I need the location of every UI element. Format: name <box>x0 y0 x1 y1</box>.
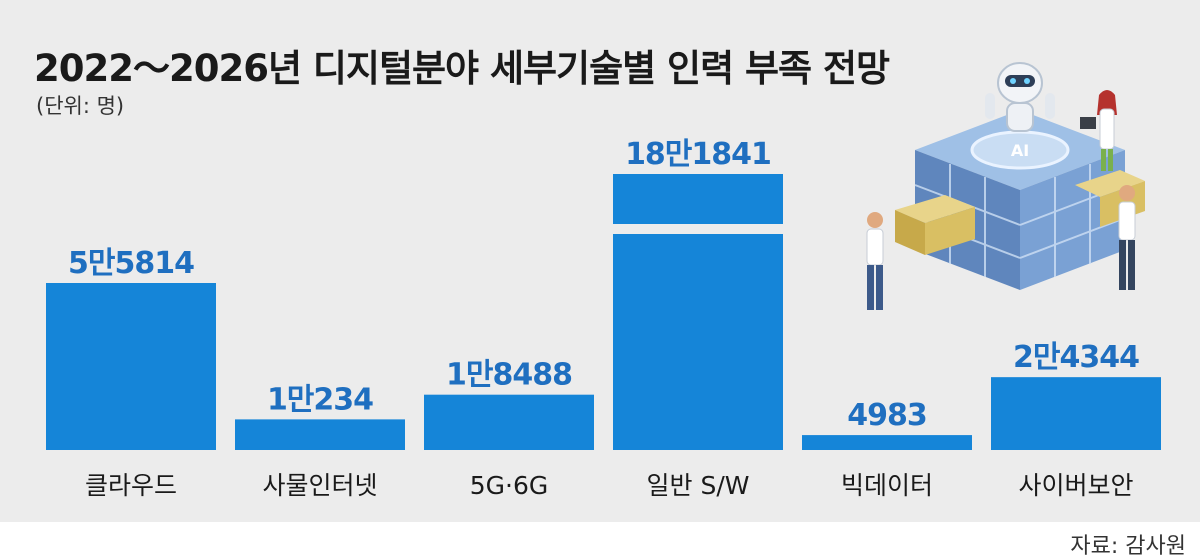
value-label-5: 2만4344 <box>1013 340 1139 375</box>
svg-text:AI: AI <box>1011 141 1029 160</box>
robot-icon <box>985 62 1055 132</box>
category-label-5: 사이버보안 <box>1018 471 1133 500</box>
bar-3 <box>613 174 783 450</box>
value-label-1: 1만234 <box>267 382 373 417</box>
person-left-icon <box>866 212 884 310</box>
bar-0 <box>46 283 216 450</box>
bar-1 <box>235 419 405 450</box>
category-label-2: 5G·6G <box>470 471 549 500</box>
unit-label: (단위: 명) <box>36 94 125 118</box>
value-label-4: 4983 <box>847 398 927 433</box>
bar-2 <box>424 394 594 450</box>
category-label-1: 사물인터넷 <box>262 471 377 500</box>
value-label-2: 1만8488 <box>446 358 572 393</box>
bar-5 <box>991 377 1161 450</box>
category-label-3: 일반 S/W <box>647 471 750 500</box>
category-label-4: 빅데이터 <box>841 471 933 500</box>
file-drawer-icon <box>895 170 1145 255</box>
axis-break-gap <box>612 224 784 234</box>
bar-4 <box>802 435 972 450</box>
person-right-icon <box>1118 185 1136 290</box>
value-label-0: 5만5814 <box>68 246 194 281</box>
value-label-3: 18만1841 <box>625 137 771 172</box>
ai-data-illustration: AI <box>866 62 1145 310</box>
chart-title: 2022～2026년 디지털분야 세부기술별 인력 부족 전망 <box>34 47 890 90</box>
bar-chart: 5만5814 클라우드 1만234 사물인터넷 1만8488 5G·6G 18만1841 일반… <box>46 137 1161 500</box>
source-note: 자료: 감사원 <box>1070 534 1186 559</box>
category-label-0: 클라우드 <box>85 471 177 500</box>
person-top-right-icon <box>1080 90 1117 171</box>
